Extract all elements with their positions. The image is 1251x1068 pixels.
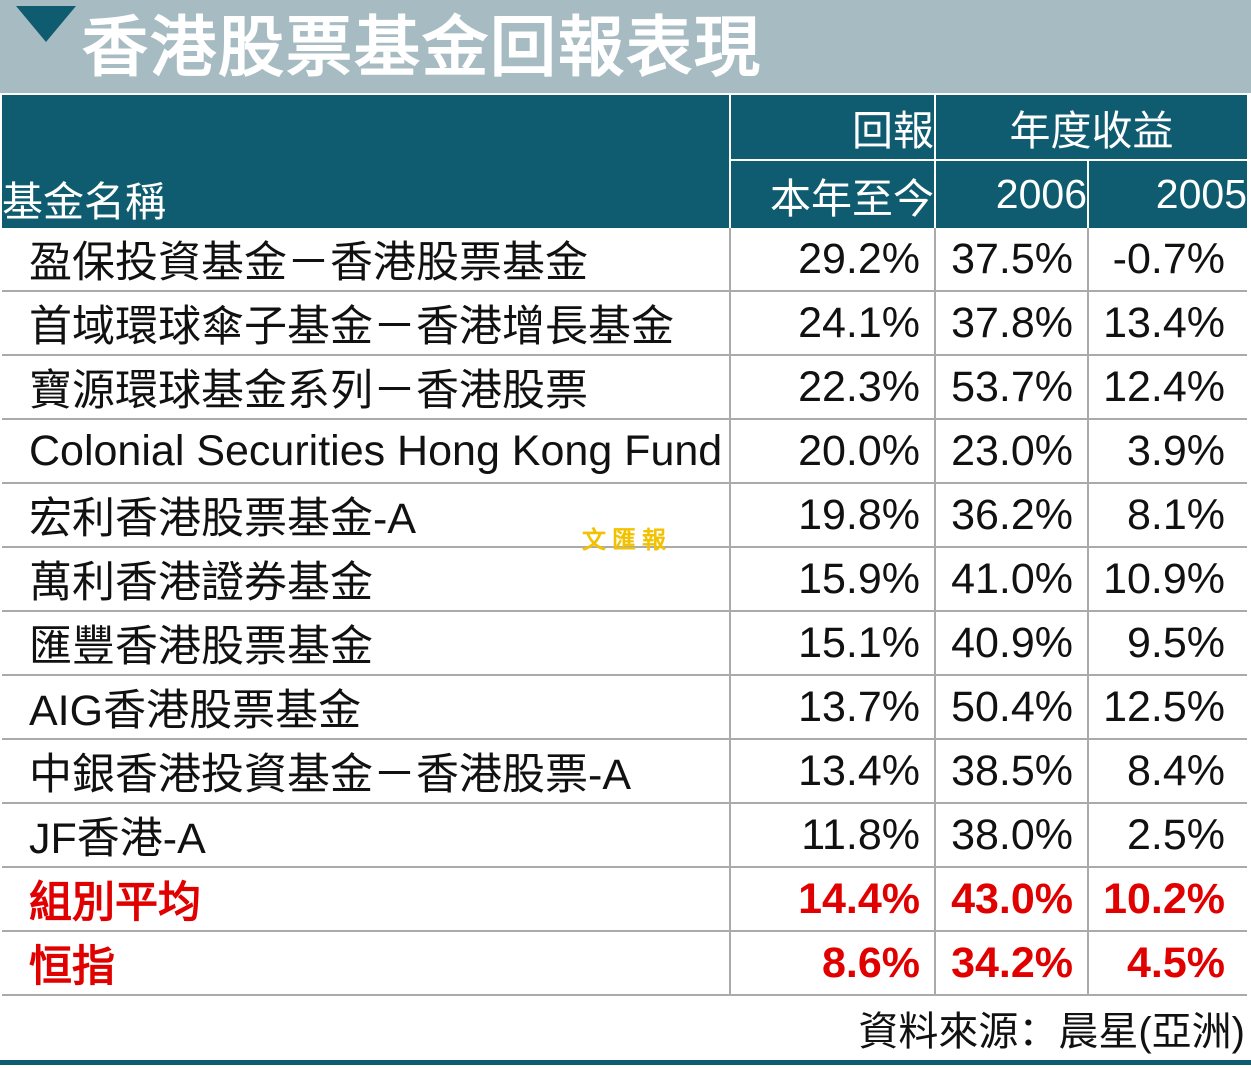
year-2006-cell: 37.5% bbox=[935, 228, 1089, 292]
column-group-annual: 年度收益 bbox=[935, 95, 1247, 161]
ytd-cell: 19.8% bbox=[730, 483, 936, 548]
year-2006-cell: 50.4% bbox=[935, 675, 1089, 740]
year-2006-cell: 23.0% bbox=[935, 419, 1089, 484]
year-2006-cell: 38.5% bbox=[935, 739, 1089, 804]
fund-name-cell: 萬利香港證券基金 bbox=[2, 547, 731, 612]
fund-name-cell: AIG香港股票基金 bbox=[2, 675, 731, 740]
fund-name-cell: 寶源環球基金系列－香港股票 bbox=[2, 355, 731, 420]
table-row: AIG香港股票基金 13.7% 50.4% 12.5% bbox=[2, 675, 1247, 740]
ytd-cell: 14.4% bbox=[730, 867, 936, 932]
fund-name-cell: 匯豐香港股票基金 bbox=[2, 611, 731, 676]
fund-table: 基金名稱 回報 年度收益 本年至今 2006 2005 盈保投資基金－香港股票基… bbox=[2, 95, 1247, 996]
summary-row: 恒指 8.6% 34.2% 4.5% bbox=[2, 931, 1247, 996]
table-row: 中銀香港投資基金－香港股票-A 13.4% 38.5% 8.4% bbox=[2, 739, 1247, 804]
fund-name-cell: 盈保投資基金－香港股票基金 bbox=[2, 228, 731, 292]
column-header-fund-name: 基金名稱 bbox=[2, 95, 731, 228]
column-header-ytd: 本年至今 bbox=[730, 160, 936, 228]
ytd-cell: 29.2% bbox=[730, 228, 936, 292]
year-2006-cell: 40.9% bbox=[935, 611, 1089, 676]
table-row: Colonial Securities Hong Kong Fund 20.0% 2… bbox=[2, 419, 1247, 484]
fund-name-cell: 宏利香港股票基金-A bbox=[2, 483, 731, 548]
year-2006-cell: 43.0% bbox=[935, 867, 1089, 932]
chart-title: 香港股票基金回報表現 bbox=[82, 10, 762, 84]
table-row: JF香港-A 11.8% 38.0% 2.5% bbox=[2, 803, 1247, 868]
fund-name-cell: 中銀香港投資基金－香港股票-A bbox=[2, 739, 731, 804]
year-2005-cell: 12.5% bbox=[1088, 675, 1247, 740]
table-row: 首域環球傘子基金－香港增長基金 24.1% 37.8% 13.4% bbox=[2, 291, 1247, 356]
year-2005-cell: 2.5% bbox=[1088, 803, 1247, 868]
column-header-2006: 2006 bbox=[935, 160, 1089, 228]
year-2006-cell: 41.0% bbox=[935, 547, 1089, 612]
table-row: 寶源環球基金系列－香港股票 22.3% 53.7% 12.4% bbox=[2, 355, 1247, 420]
source-note: 資料來源：晨星(亞洲) bbox=[858, 1010, 1245, 1054]
table-row: 匯豐香港股票基金 15.1% 40.9% 9.5% bbox=[2, 611, 1247, 676]
table-body: 盈保投資基金－香港股票基金 29.2% 37.5% -0.7% 首域環球傘子基金－香港增… bbox=[2, 228, 1247, 996]
year-2005-cell: -0.7% bbox=[1088, 228, 1247, 292]
ytd-cell: 11.8% bbox=[730, 803, 936, 868]
ytd-cell: 24.1% bbox=[730, 291, 936, 356]
year-2006-cell: 34.2% bbox=[935, 931, 1089, 996]
year-2005-cell: 4.5% bbox=[1088, 931, 1247, 996]
ytd-cell: 15.1% bbox=[730, 611, 936, 676]
year-2005-cell: 12.4% bbox=[1088, 355, 1247, 420]
fund-name-cell: 組別平均 bbox=[2, 867, 731, 932]
fund-name-cell: 首域環球傘子基金－香港增長基金 bbox=[2, 291, 731, 356]
year-2005-cell: 10.2% bbox=[1088, 867, 1247, 932]
year-2005-cell: 13.4% bbox=[1088, 291, 1247, 356]
year-2006-cell: 53.7% bbox=[935, 355, 1089, 420]
watermark-logo: 文匯報 bbox=[582, 525, 672, 554]
title-banner: 香港股票基金回報表現 bbox=[0, 0, 1251, 93]
year-2005-cell: 8.1% bbox=[1088, 483, 1247, 548]
fund-name-cell: 恒指 bbox=[2, 931, 731, 996]
table-row: 宏利香港股票基金-A 19.8% 36.2% 8.1% bbox=[2, 483, 1247, 548]
ytd-cell: 13.7% bbox=[730, 675, 936, 740]
column-header-2005: 2005 bbox=[1088, 160, 1247, 228]
table-header: 基金名稱 回報 年度收益 本年至今 2006 2005 bbox=[2, 95, 1247, 228]
ytd-cell: 13.4% bbox=[730, 739, 936, 804]
year-2005-cell: 8.4% bbox=[1088, 739, 1247, 804]
year-2005-cell: 9.5% bbox=[1088, 611, 1247, 676]
triangle-marker-icon bbox=[16, 6, 76, 42]
year-2005-cell: 10.9% bbox=[1088, 547, 1247, 612]
year-2006-cell: 37.8% bbox=[935, 291, 1089, 356]
fund-name-cell: JF香港-A bbox=[2, 803, 731, 868]
column-group-return: 回報 bbox=[730, 95, 936, 161]
ytd-cell: 20.0% bbox=[730, 419, 936, 484]
ytd-cell: 22.3% bbox=[730, 355, 936, 420]
ytd-cell: 8.6% bbox=[730, 931, 936, 996]
year-2006-cell: 38.0% bbox=[935, 803, 1089, 868]
year-2006-cell: 36.2% bbox=[935, 483, 1089, 548]
summary-row: 組別平均 14.4% 43.0% 10.2% bbox=[2, 867, 1247, 932]
bottom-rule bbox=[0, 1060, 1251, 1065]
table-row: 萬利香港證券基金 15.9% 41.0% 10.9% bbox=[2, 547, 1247, 612]
table-row: 盈保投資基金－香港股票基金 29.2% 37.5% -0.7% bbox=[2, 228, 1247, 292]
year-2005-cell: 3.9% bbox=[1088, 419, 1247, 484]
fund-name-cell: Colonial Securities Hong Kong Fund bbox=[2, 419, 731, 484]
ytd-cell: 15.9% bbox=[730, 547, 936, 612]
